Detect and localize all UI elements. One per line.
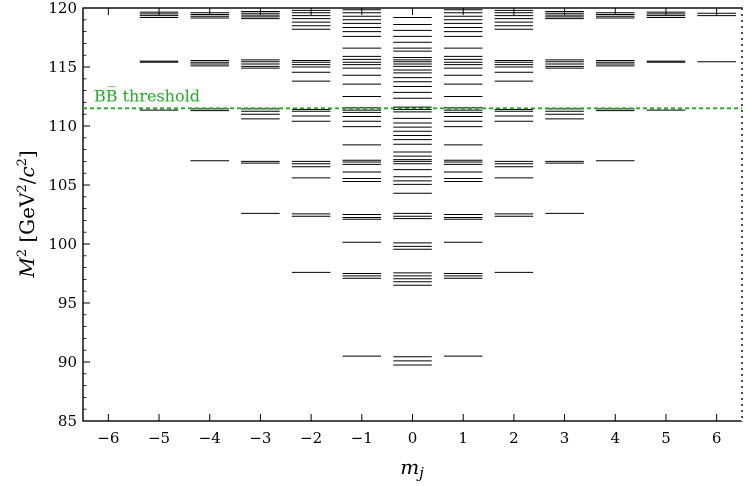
x-axis-title: mj [400,455,424,482]
x-tick-label: 2 [509,429,519,447]
x-tick-label: 3 [560,429,570,447]
x-tick-label: 0 [408,429,418,447]
x-tick-label: −3 [249,429,271,447]
y-tick-label: 95 [58,294,77,312]
y-tick-label: 105 [48,176,77,194]
y-tick-label: 110 [48,117,77,135]
x-tick-label: 6 [712,429,722,447]
y-tick-label: 100 [48,235,77,253]
y-axis-title: M2 [GeV2/c2] [15,150,39,279]
y-tick-label: 85 [58,412,77,430]
x-tick-label: −2 [300,429,322,447]
x-tick-label: 1 [458,429,468,447]
svg-text:M2 [GeV2/c2]: M2 [GeV2/c2] [15,150,39,279]
x-tick-label: −4 [199,429,221,447]
threshold-label: BB̅ threshold [94,85,200,105]
x-tick-label: −5 [148,429,170,447]
x-tick-label: 5 [661,429,671,447]
x-tick-label: 4 [610,429,620,447]
x-tick-label: −1 [351,429,373,447]
y-tick-label: 120 [48,0,77,17]
y-tick-label: 90 [58,353,77,371]
y-tick-label: 115 [48,58,77,76]
x-tick-label: −6 [97,429,119,447]
